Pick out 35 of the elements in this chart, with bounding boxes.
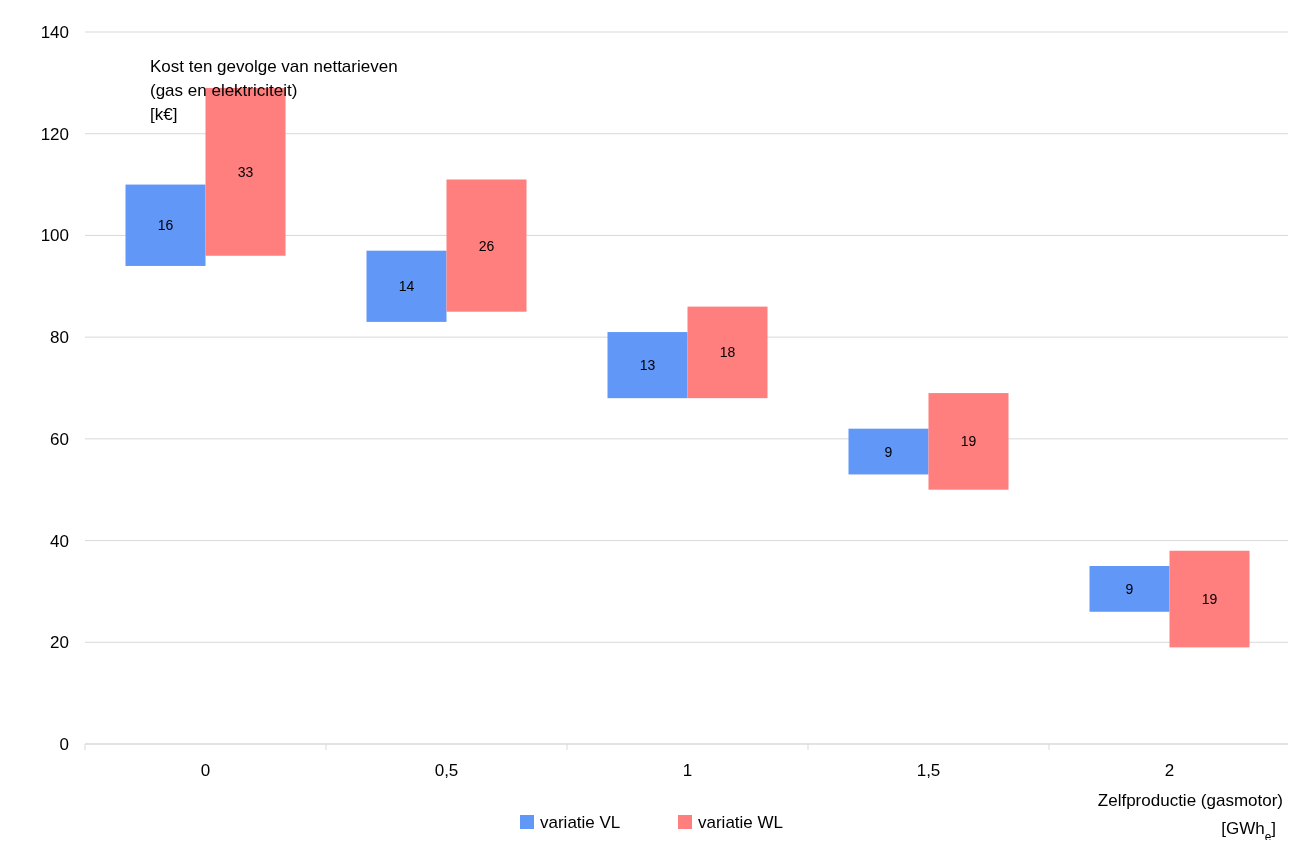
data-label: 19 <box>960 433 977 450</box>
x-tick-label: 0,5 <box>434 761 459 780</box>
bar <box>1089 566 1170 612</box>
y-tick-label: 100 <box>40 226 69 246</box>
x-tick-label: 2 <box>1164 761 1175 780</box>
y-tick-label: 60 <box>50 429 69 449</box>
legend-label: variatie WL <box>698 813 784 832</box>
x-tick-label: 0 <box>200 761 211 780</box>
data-label: 26 <box>478 237 495 254</box>
data-label: 9 <box>1125 580 1134 597</box>
legend-label: variatie VL <box>540 813 621 832</box>
bar <box>607 332 688 399</box>
bar <box>848 428 929 475</box>
bar <box>366 250 447 322</box>
data-label: 16 <box>157 217 174 234</box>
data-label: 13 <box>639 357 656 374</box>
bar <box>1169 550 1250 648</box>
y-tick-label: 0 <box>59 735 69 754</box>
bar <box>446 179 527 312</box>
x-tick-label: 1,5 <box>916 761 941 780</box>
data-label: 33 <box>237 163 254 180</box>
data-label: 18 <box>719 344 736 361</box>
y-tick-label: 120 <box>40 124 69 144</box>
y-tick-label: 140 <box>40 23 69 42</box>
y-tick-label: 80 <box>50 328 69 348</box>
bar <box>125 184 206 266</box>
y-tick-label: 20 <box>50 633 69 653</box>
y-axis-title: Kost ten gevolge van nettarieven (gas en elektriciteit) [k€] <box>150 57 398 124</box>
data-label: 9 <box>884 443 893 460</box>
x-tick-label: 1 <box>682 761 693 780</box>
data-label: 14 <box>398 278 415 295</box>
bar <box>687 306 768 399</box>
y-tick-label: 40 <box>50 531 69 551</box>
bar <box>928 393 1009 490</box>
data-label: 19 <box>1201 591 1218 608</box>
